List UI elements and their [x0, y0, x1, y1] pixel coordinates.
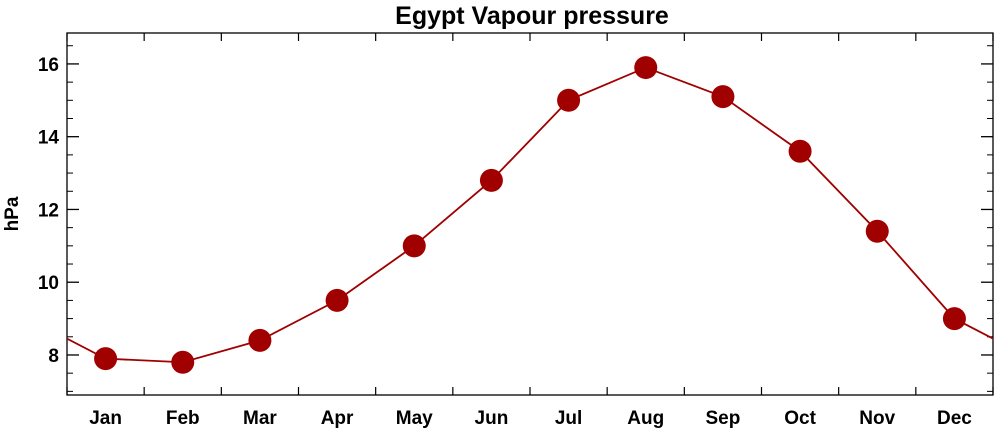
data-point [248, 328, 272, 352]
chart-title: Egypt Vapour pressure [395, 2, 669, 30]
y-tick-label: 14 [38, 128, 60, 149]
x-tick-label: Aug [627, 408, 664, 429]
data-point [788, 139, 812, 163]
plot-frame [66, 32, 994, 396]
x-tick-label: Mar [243, 408, 277, 429]
x-tick-label: Oct [784, 408, 816, 429]
data-point [711, 85, 735, 109]
data-point [634, 56, 658, 80]
y-tick-label: 8 [48, 346, 59, 367]
x-tick-label: Nov [859, 408, 895, 429]
x-tick-label: Sep [705, 408, 740, 429]
data-point [402, 234, 426, 258]
x-tick-label: Jun [475, 408, 509, 429]
y-tick-label: 10 [38, 273, 59, 294]
x-tick-label: May [396, 408, 433, 429]
data-point [171, 350, 195, 374]
x-tick-label: Feb [166, 408, 200, 429]
y-axis-label: hPa [2, 196, 23, 231]
data-point [942, 307, 966, 331]
data-point [94, 347, 118, 371]
y-tick-label: 16 [38, 55, 59, 76]
data-point [865, 219, 889, 243]
x-tick-label: Apr [321, 408, 354, 429]
series-line [67, 66, 993, 364]
data-point [557, 88, 581, 112]
x-tick-label: Jan [89, 408, 122, 429]
plot-area: 8 10 12 14 16 Jan Feb Mar Apr May Jun Jul Aug Sep Oct N… [38, 32, 994, 429]
x-tick-label: Dec [937, 408, 972, 429]
y-tick-label: 12 [38, 200, 59, 221]
data-point [325, 288, 349, 312]
x-tick-label: Jul [555, 408, 582, 429]
data-point [479, 168, 503, 192]
